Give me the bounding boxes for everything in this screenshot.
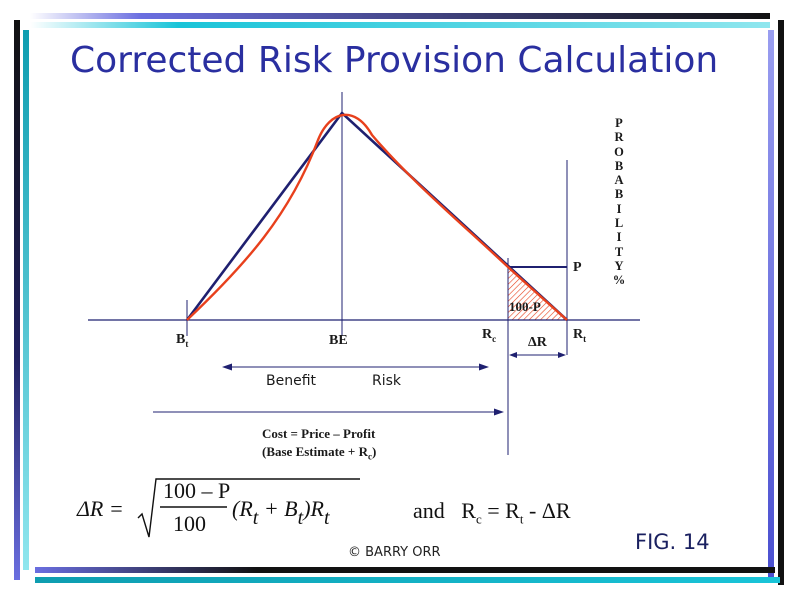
- risk-diagram: [88, 92, 640, 455]
- delta-r-label: ΔR: [528, 335, 547, 350]
- formula-lines: [137, 478, 360, 538]
- rc-label: Rc: [482, 327, 497, 344]
- formula-lhs: ΔR =: [77, 496, 124, 521]
- rc-equation: and Rc = Rt - ΔR: [413, 498, 571, 527]
- border-right-dark: [778, 20, 784, 585]
- arrowhead-right: [479, 363, 489, 371]
- risk-label: Risk: [372, 373, 402, 389]
- cost-label-line2: (Base Estimate + Rc): [262, 444, 377, 462]
- bt-label: Bt: [176, 332, 189, 349]
- cost-label-line1: Cost = Price – Profit: [262, 426, 376, 441]
- delta-r-arrowhead-right: [558, 352, 566, 358]
- border-bottom-dark: [35, 567, 775, 573]
- probability-axis-label: P R O B A B I L I T Y %: [612, 116, 626, 288]
- be-label: BE: [329, 333, 348, 348]
- delta-r-arrowhead-left: [509, 352, 517, 358]
- formula-rest: (Rt + Bt)Rt: [232, 496, 330, 529]
- benefit-label: Benefit: [266, 373, 317, 389]
- border-right-blue: [768, 30, 774, 580]
- formula-denominator: 100: [173, 511, 206, 536]
- border-left-cyan: [23, 30, 29, 570]
- cost-arrowhead: [494, 408, 504, 416]
- sqrt-sign: [137, 478, 360, 538]
- border-bottom-cyan: [35, 577, 780, 583]
- border-left-dark: [14, 20, 20, 580]
- formula-numerator: 100 – P: [163, 478, 231, 503]
- p-label: P: [573, 260, 582, 275]
- figure-label: FIG. 14: [635, 530, 710, 554]
- border-top-cyan: [30, 22, 770, 28]
- adjusted-distribution-curve: [186, 113, 568, 321]
- hundred-minus-p-label: 100-P: [509, 299, 541, 314]
- copyright-text: © BARRY ORR: [348, 545, 441, 560]
- rt-label: Rt: [573, 327, 587, 344]
- border-top-dark: [30, 13, 770, 19]
- slide-title: Corrected Risk Provision Calculation: [70, 40, 719, 81]
- arrowhead-left: [222, 363, 232, 371]
